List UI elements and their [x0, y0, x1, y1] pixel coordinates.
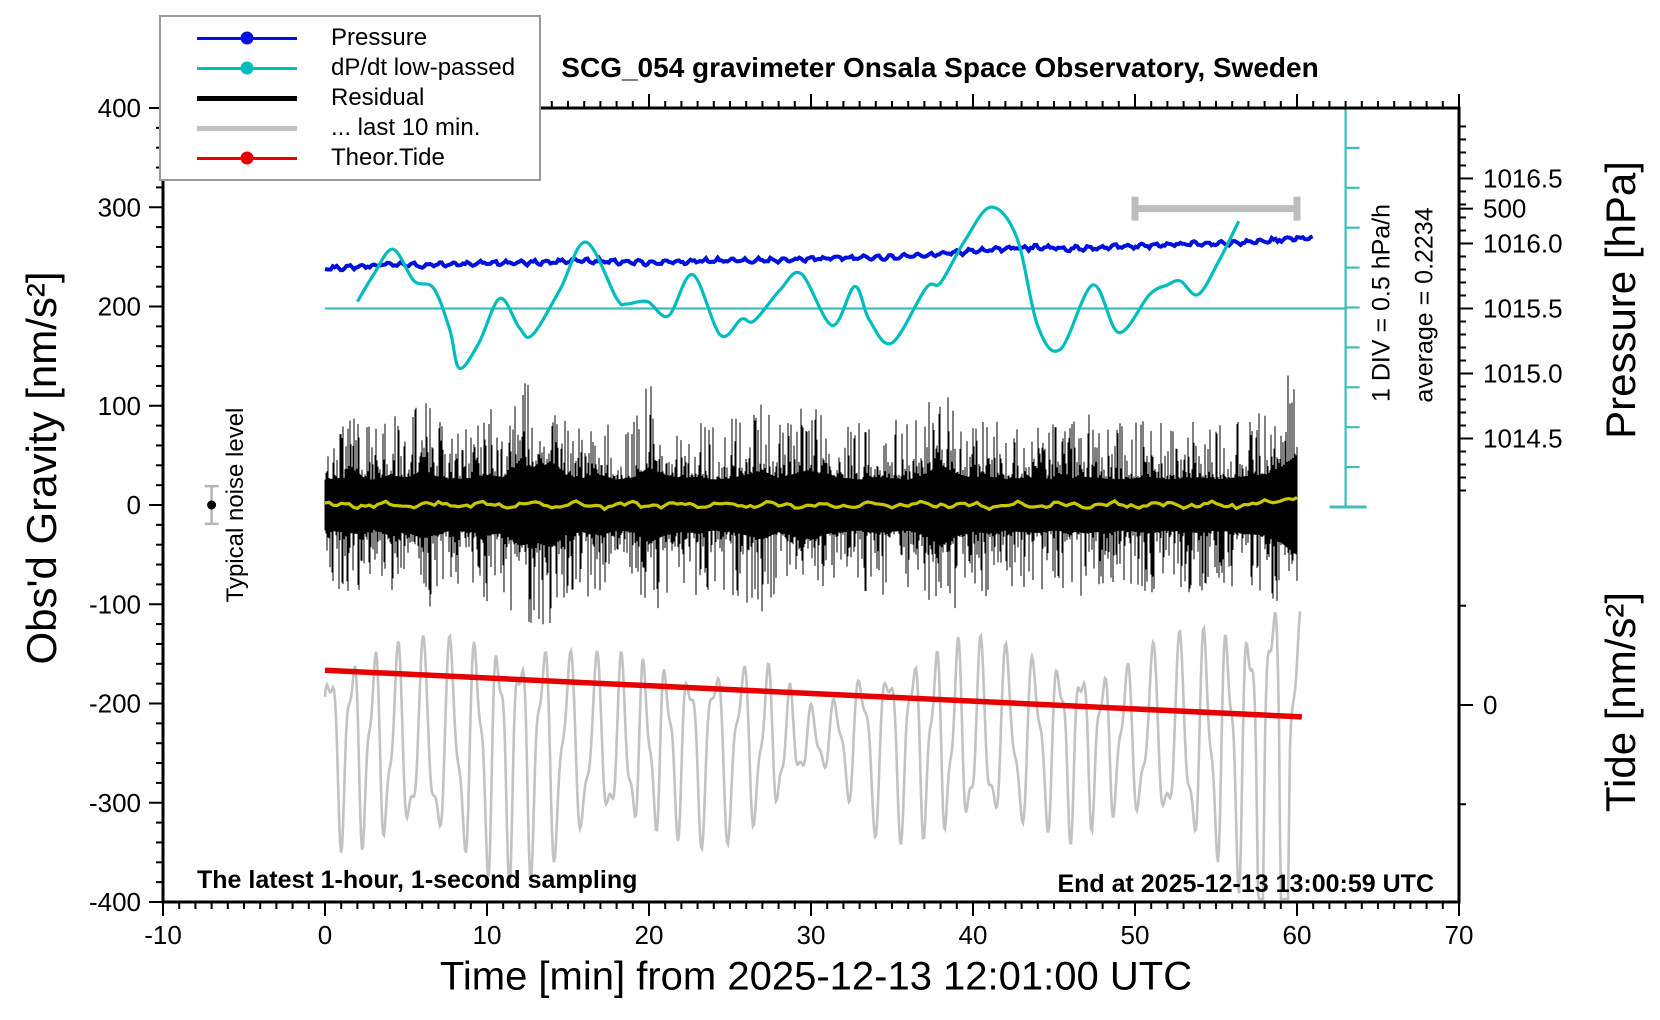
- legend-item-1: dP/dt low-passed: [161, 54, 539, 83]
- legend-line-sample: [197, 31, 297, 45]
- legend-line-sample: [197, 151, 297, 165]
- gravity-tick-label: 100: [98, 391, 141, 421]
- pressure-tick-label: 1016.0: [1483, 228, 1563, 258]
- y-axis-label-pressure: Pressure [hPa]: [1597, 161, 1644, 439]
- x-tick-label: 40: [959, 920, 988, 950]
- legend-dot-icon: [240, 61, 254, 75]
- y-axis-label-gravity: Obs'd Gravity [nm/s²]: [18, 271, 65, 665]
- gravity-tick-label: -100: [89, 589, 141, 619]
- average-annotation: average = 0.2234: [1410, 207, 1439, 403]
- last10-series: [323, 611, 1302, 901]
- legend-line-sample: [197, 95, 297, 101]
- legend-box: Pressure dP/dt low-passed Residual ... last…: [159, 15, 541, 181]
- gravity-tick-label: 400: [98, 93, 141, 123]
- x-tick-label: 20: [635, 920, 664, 950]
- gravity-tick-label: 0: [127, 490, 141, 520]
- div-scale-annotation: 1 DIV = 0.5 hPa/h: [1367, 203, 1396, 403]
- pressure-tick-label: 1015.0: [1483, 358, 1563, 388]
- gravity-tick-label: 200: [98, 292, 141, 322]
- pressure-tick-label: 1015.5: [1483, 293, 1563, 323]
- x-tick-label: 30: [797, 920, 826, 950]
- legend-dot-icon: [240, 151, 254, 165]
- legend-label: Theor.Tide: [331, 144, 445, 171]
- end-time-note: End at 2025-12-13 13:00:59 UTC: [1057, 870, 1434, 898]
- gravity-tick-label: -400: [89, 887, 141, 917]
- legend-item-0: Pressure: [161, 24, 539, 53]
- theor-tide-series: [324, 667, 1302, 720]
- legend-item-3: ... last 10 min.: [161, 114, 539, 143]
- y-axis-label-tide: Tide [nm/s²]: [1597, 591, 1644, 813]
- legend-line-sample: [197, 125, 297, 131]
- x-tick-label: 70: [1445, 920, 1474, 950]
- legend-item-4: Theor.Tide: [161, 144, 539, 173]
- noise-level-label: Typical noise level: [222, 407, 249, 603]
- tide-tick-label: 500: [1483, 194, 1526, 224]
- dpdt-series: [356, 205, 1241, 370]
- gravity-tick-label: -200: [89, 689, 141, 719]
- x-axis-label: Time [min] from 2025-12-13 12:01:00 UTC: [439, 954, 1193, 999]
- tide-tick-label: 0: [1483, 690, 1497, 720]
- x-tick-label: 50: [1121, 920, 1150, 950]
- x-tick-label: 0: [318, 920, 332, 950]
- gravity-tick-label: 300: [98, 192, 141, 222]
- legend-label: Residual: [331, 84, 425, 111]
- noise-marker-dot: [207, 500, 217, 510]
- pressure-tick-label: 1014.5: [1483, 424, 1563, 454]
- legend-label: Pressure: [331, 24, 428, 51]
- legend-dot-icon: [240, 31, 254, 45]
- x-tick-label: 10: [473, 920, 502, 950]
- legend-label: ... last 10 min.: [331, 114, 481, 141]
- legend-item-2: Residual: [161, 84, 539, 113]
- gravity-tick-label: -300: [89, 788, 141, 818]
- x-tick-label: -10: [144, 920, 182, 950]
- pressure-series: [324, 234, 1314, 273]
- legend-line-sample: [197, 61, 297, 75]
- legend-label: dP/dt low-passed: [331, 54, 516, 81]
- x-tick-label: 60: [1283, 920, 1312, 950]
- residual-smooth-series: [324, 496, 1298, 512]
- residual-series: [324, 375, 1298, 625]
- chart-title: SCG_054 gravimeter Onsala Space Observat…: [561, 52, 1319, 83]
- sampling-note: The latest 1-hour, 1-second sampling: [197, 866, 638, 894]
- pressure-tick-label: 1016.5: [1483, 163, 1563, 193]
